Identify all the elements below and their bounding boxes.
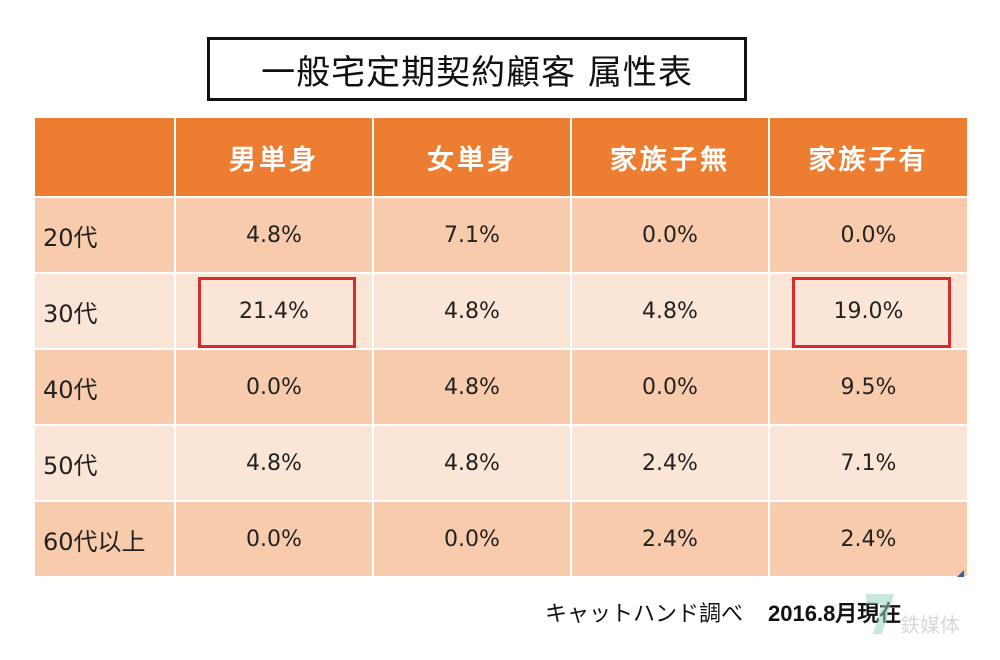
table-row: 20代 4.8% 7.1% 0.0% 0.0% <box>35 197 967 274</box>
row-label: 50代 <box>35 425 176 502</box>
table-cell: 2.4% <box>769 501 967 578</box>
row-label: 40代 <box>35 349 176 426</box>
header-family-no-children: 家族子無 <box>571 118 770 198</box>
table-header-row: 男単身 女単身 家族子無 家族子有 <box>35 118 967 198</box>
table-cell: 0.0% <box>373 501 572 578</box>
svg-text:鉄媒体: 鉄媒体 <box>900 613 960 637</box>
table-row: 30代 21.4% 4.8% 4.8% 19.0% <box>35 273 967 350</box>
row-label: 20代 <box>35 197 176 274</box>
table-cell: 9.5% <box>769 349 967 426</box>
table-cell: 0.0% <box>571 349 770 426</box>
page-title: 一般宅定期契約顧客 属性表 <box>207 37 747 101</box>
row-label: 60代以上 <box>35 501 176 578</box>
attribute-table: 男単身 女単身 家族子無 家族子有 20代 4.8% 7.1% 0.0% 0.0… <box>35 118 967 578</box>
table-cell: 0.0% <box>571 197 770 274</box>
table-row: 50代 4.8% 4.8% 2.4% 7.1% <box>35 425 967 502</box>
table-cell: 0.0% <box>175 349 374 426</box>
source-note: キャットハンド調べ 2016.8月現在 <box>545 596 901 628</box>
table-row: 60代以上 0.0% 0.0% 2.4% 2.4% <box>35 501 967 578</box>
table-cell: 2.4% <box>571 501 770 578</box>
header-male-single: 男単身 <box>175 118 374 198</box>
header-family-with-children: 家族子有 <box>769 118 967 198</box>
highlighted-cell: 19.0% <box>769 273 967 350</box>
row-label: 30代 <box>35 273 176 350</box>
resize-corner-icon <box>957 570 964 577</box>
table-cell: 4.8% <box>373 349 572 426</box>
header-corner <box>35 118 176 198</box>
highlighted-cell: 21.4% <box>175 273 374 350</box>
table-cell: 4.8% <box>571 273 770 350</box>
table-cell: 4.8% <box>373 425 572 502</box>
watermark-logo-icon: 鉄媒体 <box>866 594 960 637</box>
table-cell: 0.0% <box>175 501 374 578</box>
table-cell: 4.8% <box>175 425 374 502</box>
table-row: 40代 0.0% 4.8% 0.0% 9.5% <box>35 349 967 426</box>
source-label: キャットハンド調べ <box>545 602 744 627</box>
table-cell: 7.1% <box>769 425 967 502</box>
table-cell: 7.1% <box>373 197 572 274</box>
header-female-single: 女単身 <box>373 118 572 198</box>
table-cell: 4.8% <box>373 273 572 350</box>
table-cell: 2.4% <box>571 425 770 502</box>
table-cell: 0.0% <box>769 197 967 274</box>
table-cell: 4.8% <box>175 197 374 274</box>
